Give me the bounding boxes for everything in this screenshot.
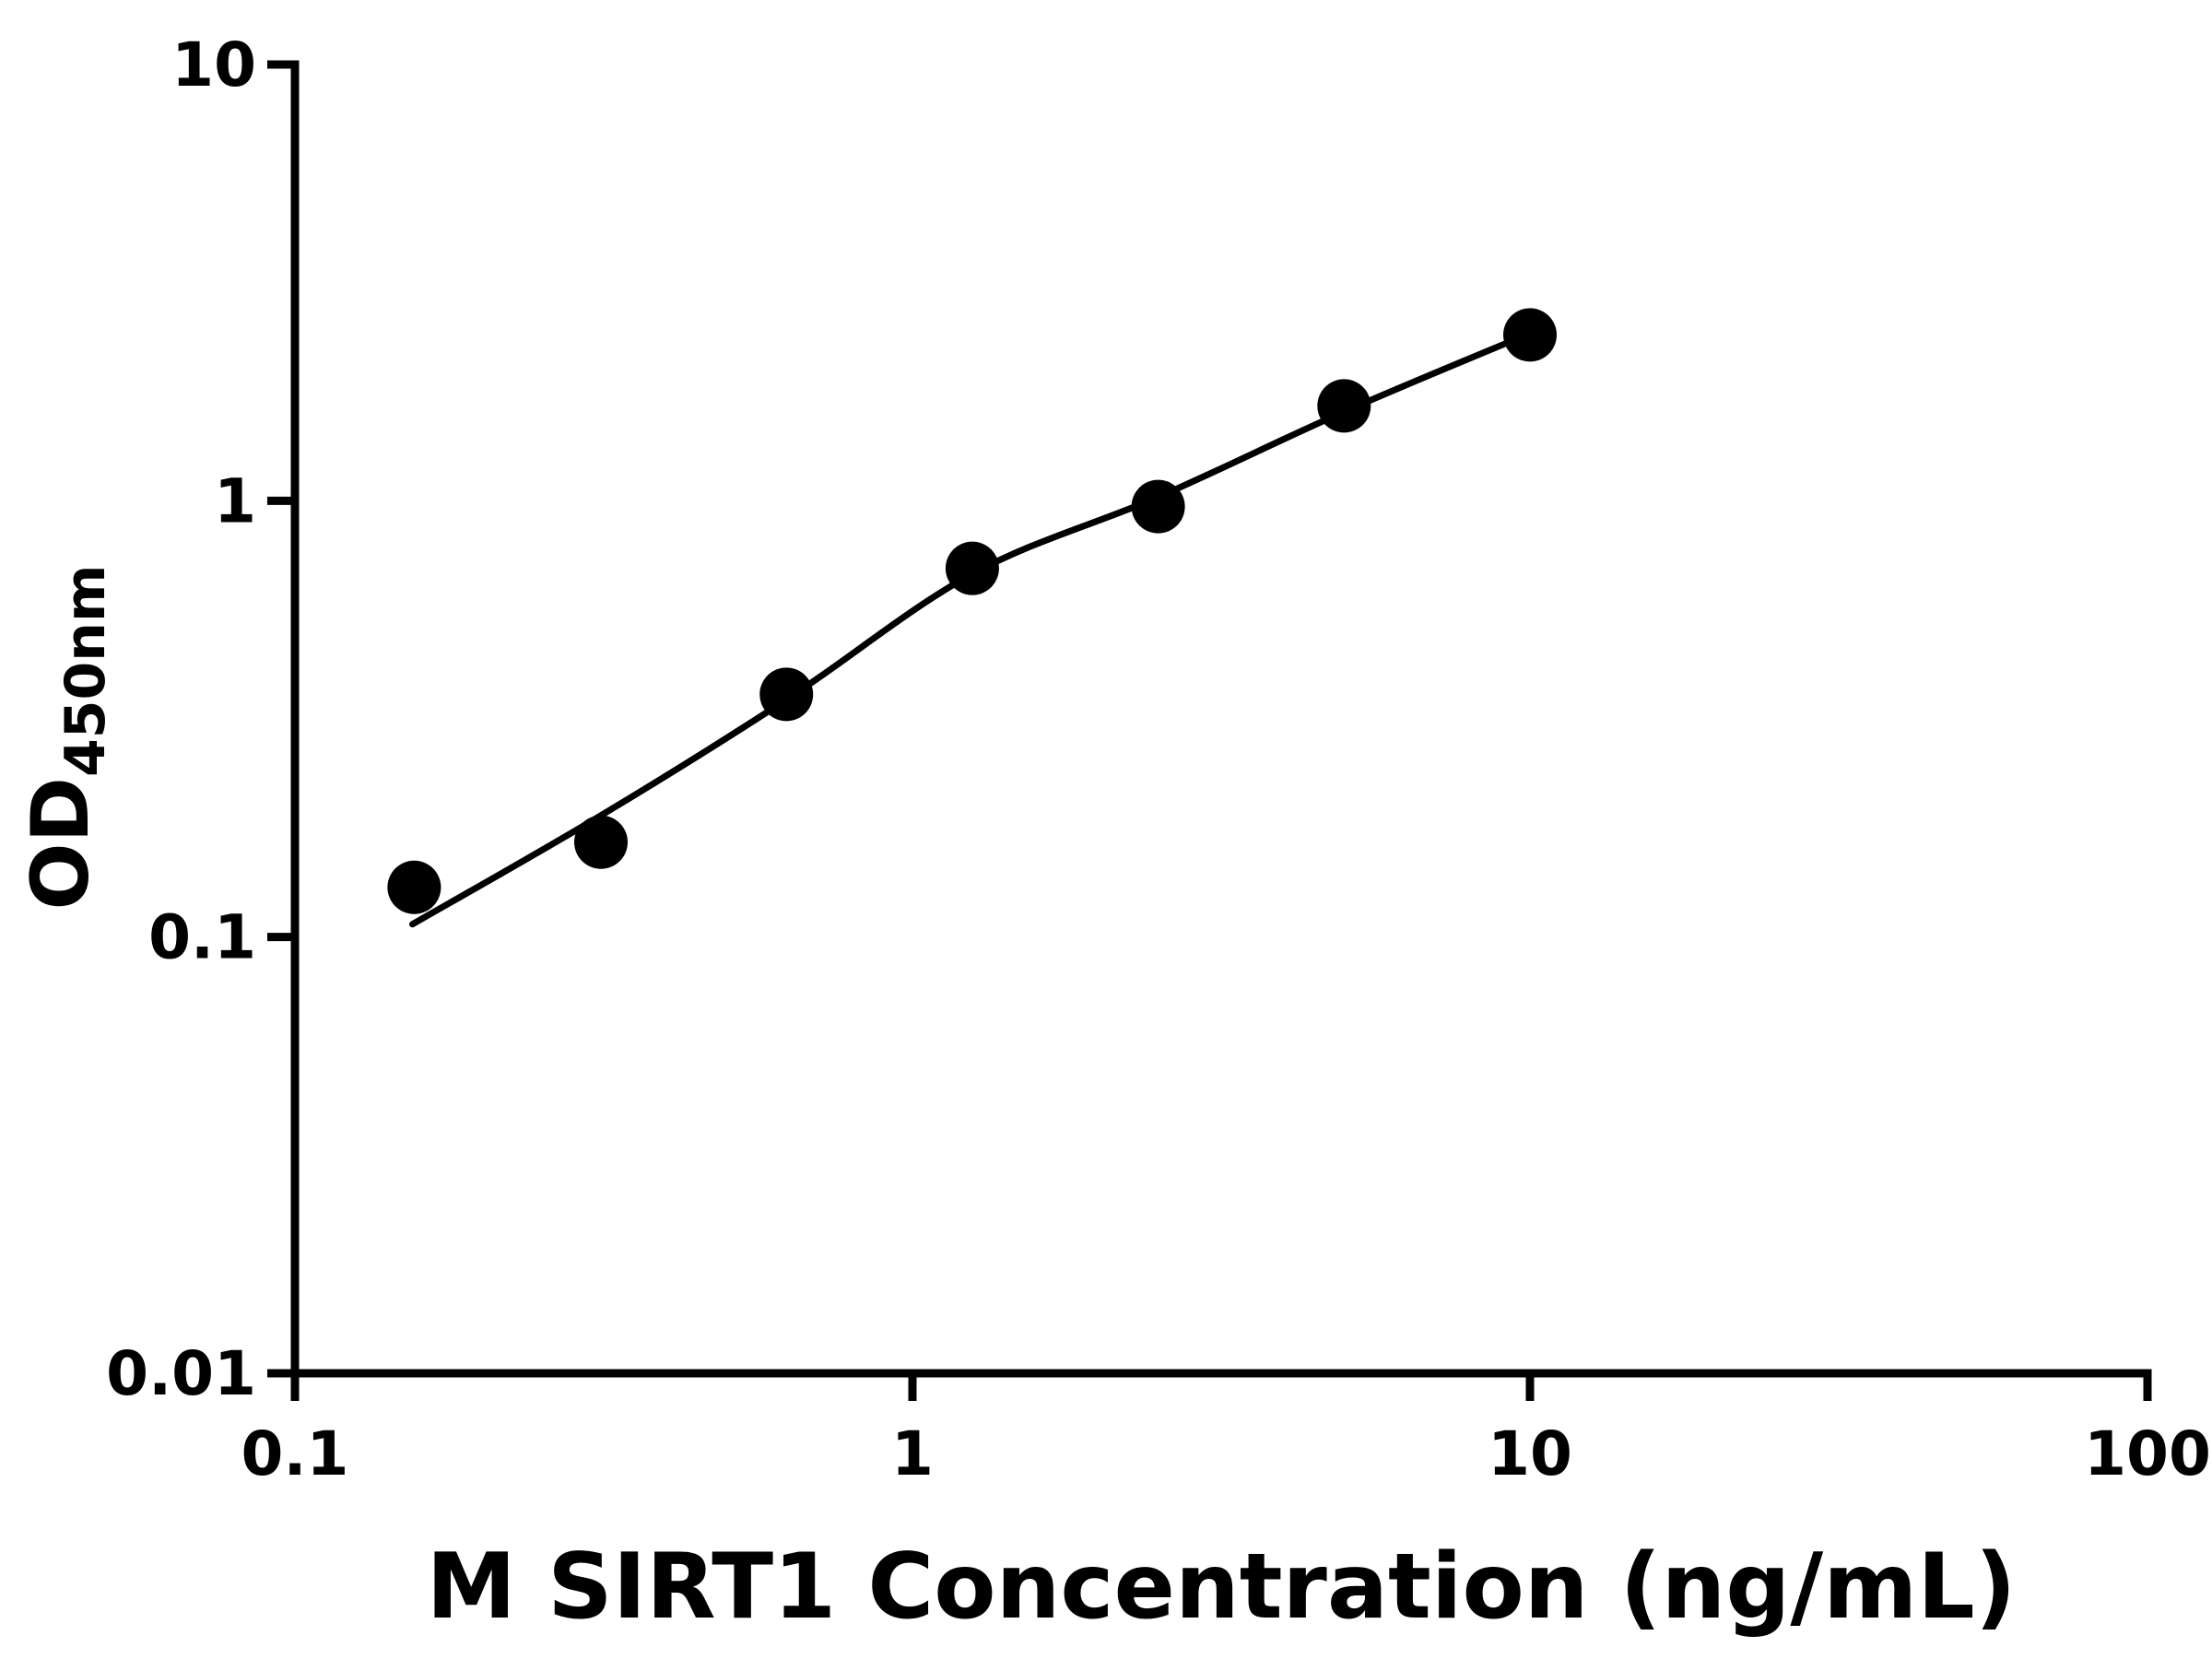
x-tick-label: 1 <box>891 1418 934 1489</box>
y-tick-label: 1 <box>214 465 256 536</box>
data-point <box>574 815 629 869</box>
x-axis-title: M SIRT1 Concentration (ng/mL) <box>426 1535 2016 1640</box>
data-point <box>1503 308 1557 362</box>
x-tick-label: 10 <box>1488 1418 1572 1489</box>
data-point <box>759 667 814 722</box>
data-point <box>945 541 999 595</box>
y-tick-label: 0.1 <box>148 902 256 973</box>
data-point <box>387 860 441 914</box>
x-tick-label: 100 <box>2084 1418 2211 1489</box>
data-point <box>1317 379 1371 433</box>
y-tick-label: 0.01 <box>106 1338 256 1409</box>
x-tick-label: 0.1 <box>241 1418 349 1489</box>
data-point <box>1131 479 1185 534</box>
y-tick-label: 10 <box>171 29 256 100</box>
y-axis-title: OD450nm <box>15 565 118 911</box>
